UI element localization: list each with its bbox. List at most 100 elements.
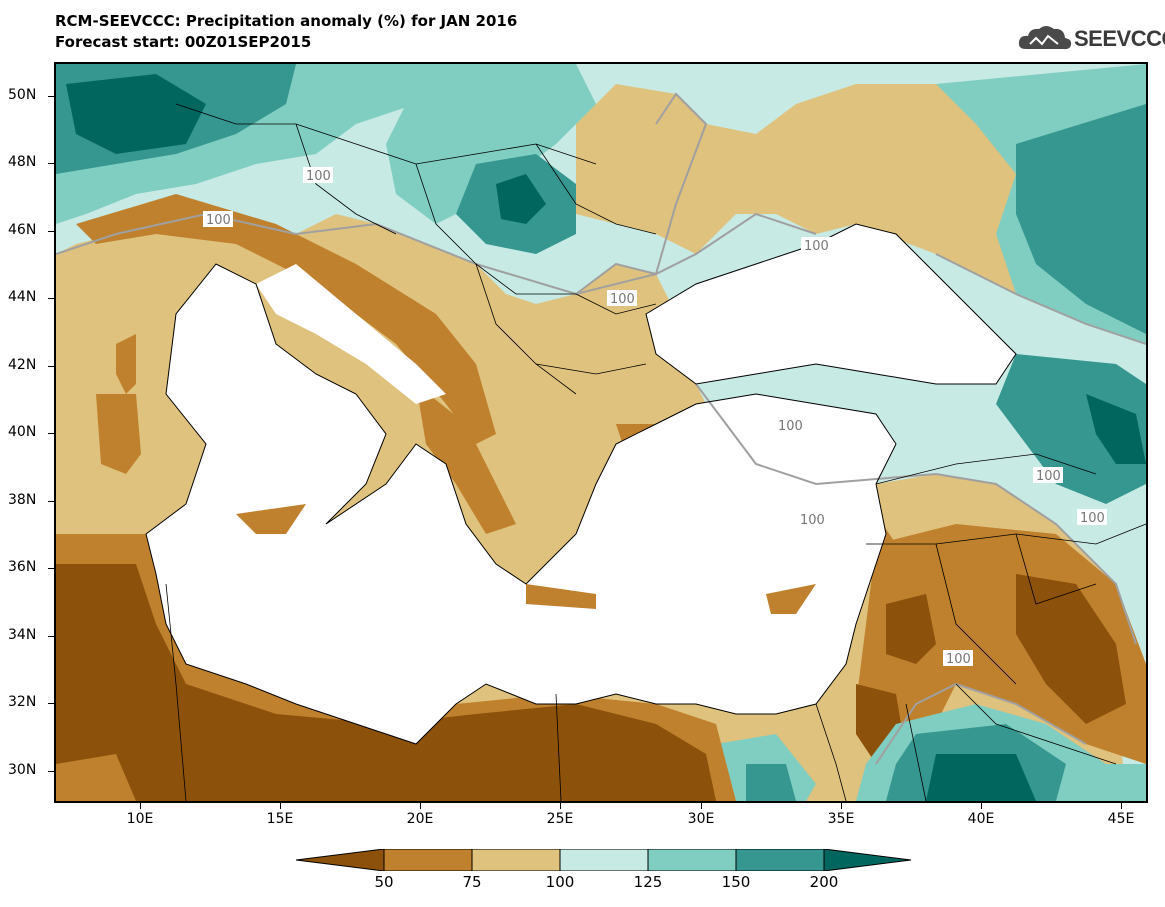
contour-labels: 100 100 100 100 100 100 100 100 100 [203,167,1107,667]
svg-text:100: 100 [206,213,231,228]
forecast-start-subtitle: Forecast start: 00Z01SEP2015 [55,33,312,51]
colorbar-label: 200 [809,873,839,891]
lon-label: 40E [967,811,995,827]
contour-label: 100 [943,650,973,667]
svg-text:100: 100 [610,292,635,307]
colorbar-segment-75-100 [471,849,561,871]
map-canvas: 100 100 100 100 100 100 100 100 100 [56,64,1146,801]
region-50-75-greece [416,384,516,534]
region-50-75-sw-corner [56,754,136,801]
region-gt200-caucasus [1086,394,1146,464]
lat-tick [48,501,54,502]
lon-label: 15E [266,811,294,827]
region-gt200-nw [66,74,206,154]
lon-label: 35E [827,811,855,827]
lon-label: 20E [406,811,434,827]
contour-label: 100 [303,167,333,184]
lat-label: 32N [8,694,37,710]
colorbar-segment-50-75 [383,849,473,871]
colorbar-label: 75 [462,873,482,891]
region-gt200-arabia [926,754,1036,801]
lat-label: 34N [8,627,37,643]
lon-tick [560,803,561,809]
svg-text:100: 100 [800,513,825,528]
lon-label: 30E [687,811,715,827]
region-150-200-nile [746,764,796,801]
lon-label: 45E [1107,811,1135,827]
svg-text:100: 100 [1080,511,1105,526]
lon-tick [981,803,982,809]
colorbar-segment-125-150 [647,849,737,871]
lat-label: 42N [8,357,37,373]
region-150-200-caucasus [996,354,1146,504]
svg-text:100: 100 [804,239,829,254]
contour-label: 100 [1077,509,1107,526]
svg-text:100: 100 [946,652,971,667]
svg-text:100: 100 [306,169,331,184]
contour-label: 100 [203,211,233,228]
colorbar-label: 125 [633,873,663,891]
lon-tick [280,803,281,809]
contour-label: 100 [775,417,805,434]
lon-tick [140,803,141,809]
lat-tick [48,771,54,772]
lat-label: 44N [8,289,37,305]
cloud-icon [1018,26,1072,50]
lat-label: 38N [8,492,37,508]
svg-text:100: 100 [1036,469,1061,484]
colorbar-label: 150 [721,873,751,891]
precipitation-anomaly-map: 100 100 100 100 100 100 100 100 100 [54,62,1148,803]
colorbar-label: 100 [545,873,575,891]
sardinia [96,394,141,474]
seevccc-logo: SEEVCCC [1018,22,1165,58]
lat-tick [48,163,54,164]
region-gt200-central [496,174,546,224]
lon-tick [841,803,842,809]
lat-tick [48,231,54,232]
lon-tick [1121,803,1122,809]
colorbar-segment-150-200 [735,849,825,871]
lon-label: 10E [126,811,154,827]
country-borders [165,103,1146,801]
lat-tick [48,636,54,637]
colorbar-segment-lt50 [296,849,385,871]
region-150-200-east [1016,104,1146,334]
lon-label: 25E [546,811,574,827]
region-lt50-north-africa [56,564,716,801]
lat-tick [48,703,54,704]
lon-tick [420,803,421,809]
lat-tick [48,298,54,299]
logo-text: SEEVCCC [1074,26,1165,51]
colorbar-label: 50 [374,873,394,891]
lat-label: 50N [8,87,37,103]
crete [526,584,596,609]
colorbar-segment-100-125 [559,849,649,871]
lat-label: 40N [8,424,37,440]
region-50-75-alps-balkans [76,194,496,444]
colorbar-segment-gt200 [823,849,912,871]
contour-label: 100 [607,290,637,307]
lat-tick [48,433,54,434]
black-sea [646,224,1016,384]
region-lt50-iraq [1016,574,1126,724]
region-125-150-central [386,64,596,224]
lat-tick [48,568,54,569]
contour-label: 100 [797,511,827,528]
cyprus [766,584,816,614]
contour-label: 100 [1033,467,1063,484]
svg-text:100: 100 [778,419,803,434]
region-lt50-lebanon [886,594,936,664]
sicily [236,504,306,534]
mediterranean-sea [146,264,896,744]
map-title: RCM-SEEVCCC: Precipitation anomaly (%) f… [55,12,518,30]
adriatic-sea [256,264,446,404]
lat-label: 36N [8,559,37,575]
corsica [116,334,136,394]
lat-label: 48N [8,154,37,170]
lat-label: 46N [8,222,37,238]
lon-tick [701,803,702,809]
lat-label: 30N [8,762,37,778]
colorbar [296,849,912,871]
lat-tick [48,96,54,97]
contour-label: 100 [801,237,831,254]
